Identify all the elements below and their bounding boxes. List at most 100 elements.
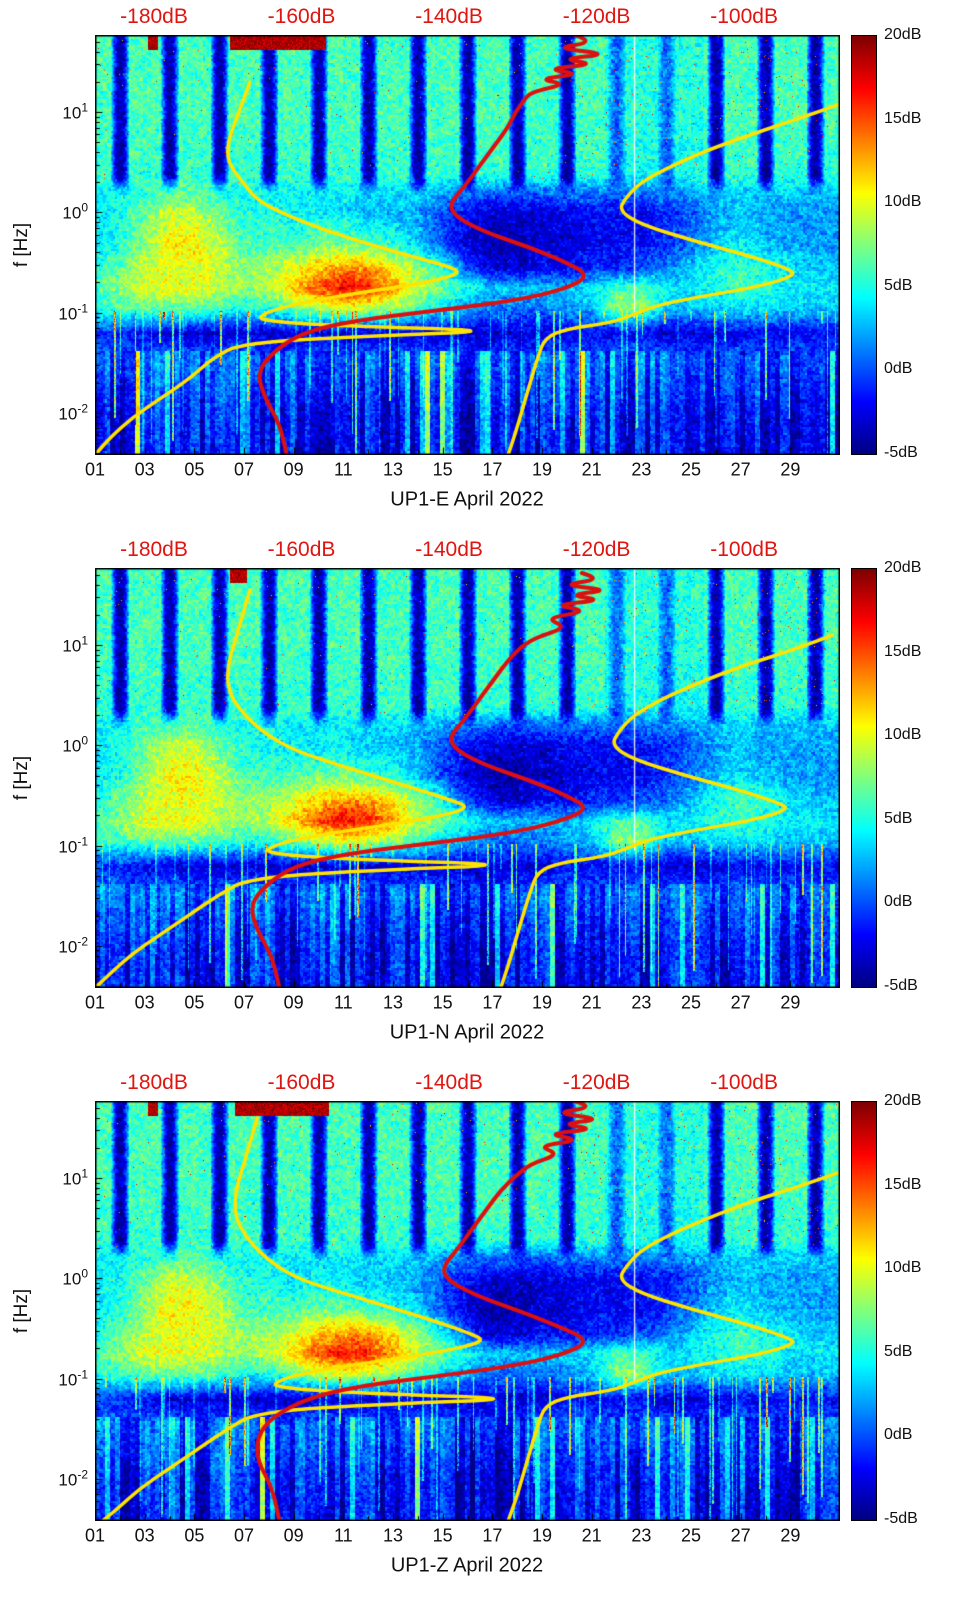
colorbar-tick-label: 0dB xyxy=(884,1426,913,1444)
x-tick-label: 13 xyxy=(382,1525,404,1546)
colorbar-tick-label: 10dB xyxy=(884,1259,922,1277)
x-tick-label: 29 xyxy=(780,992,801,1013)
x-tick-label: 05 xyxy=(184,992,205,1013)
x-tick-label: 09 xyxy=(283,459,304,480)
x-tick-label: 07 xyxy=(233,1525,255,1546)
top-axis-tick-label: -100dB xyxy=(710,1071,778,1094)
y-axis-label: f [Hz] xyxy=(11,222,32,268)
x-tick-label: 03 xyxy=(134,992,155,1013)
y-axis-label: f [Hz] xyxy=(11,1288,32,1334)
y-tick-label: 101 xyxy=(62,633,88,656)
colorbar-tick-label: 0dB xyxy=(884,893,913,911)
colorbar-tick-label: 15dB xyxy=(884,1175,922,1193)
x-tick-label: 19 xyxy=(531,1525,553,1546)
x-tick-label: 09 xyxy=(283,992,304,1013)
x-tick-label: 27 xyxy=(730,459,751,480)
y-axis-label: f [Hz] xyxy=(11,755,32,801)
colorbar-tick-label: 20dB xyxy=(884,559,922,576)
y-tick-label: 100 xyxy=(62,201,88,223)
spectrogram-panel-up1n: -180dB -160dB -140dB -120dB -100dB f [Hz] 10… xyxy=(0,533,962,1066)
top-axis-tick-label: -120dB xyxy=(562,1071,631,1094)
colorbar-tick-label: 5dB xyxy=(884,809,913,827)
x-tick-label: 25 xyxy=(680,1525,702,1546)
colorbar-tick-label: 0dB xyxy=(884,360,913,378)
x-tick-label: 13 xyxy=(382,992,404,1013)
x-tick-label: 01 xyxy=(84,1525,106,1546)
x-tick-label: 17 xyxy=(482,459,503,480)
colorbar-canvas xyxy=(851,35,877,455)
panel-title: UP1-E April 2022 xyxy=(390,488,544,511)
x-tick-label: 29 xyxy=(780,459,801,480)
x-tick-label: 05 xyxy=(184,459,205,480)
top-axis-tick-label: -180dB xyxy=(120,5,188,28)
top-axis-tick-label: -160dB xyxy=(267,538,336,561)
x-tick-label: 17 xyxy=(482,1525,503,1546)
x-tick-label: 13 xyxy=(382,459,404,480)
colorbar-tick-label: 10dB xyxy=(884,726,922,744)
colorbar-tick-label: -5dB xyxy=(884,1510,918,1527)
top-axis-tick-label: -120dB xyxy=(562,5,631,28)
x-tick-label: 07 xyxy=(233,992,255,1013)
x-tick-label: 09 xyxy=(283,1525,304,1546)
colorbar-tick-label: 5dB xyxy=(884,276,913,294)
x-tick-label: 19 xyxy=(531,459,553,480)
x-tick-label: 29 xyxy=(780,1525,801,1546)
spectrogram-heatmap-canvas xyxy=(95,568,840,988)
colorbar-canvas xyxy=(851,1101,877,1521)
top-axis-tick-label: -140dB xyxy=(415,538,483,561)
x-tick-label: 03 xyxy=(134,459,155,480)
x-tick-label: 15 xyxy=(432,1525,453,1546)
top-axis-tick-label: -180dB xyxy=(120,1071,188,1094)
x-tick-label: 01 xyxy=(84,992,106,1013)
top-axis-tick-label: -160dB xyxy=(267,1071,336,1094)
top-axis-tick-label: -100dB xyxy=(710,538,778,561)
top-axis-tick-label: -180dB xyxy=(120,538,188,561)
x-tick-label: 23 xyxy=(631,992,652,1013)
colorbar-tick-label: 15dB xyxy=(884,642,922,660)
colorbar-tick-label: 15dB xyxy=(884,109,922,127)
panel-title: UP1-N April 2022 xyxy=(389,1021,545,1044)
x-tick-label: 17 xyxy=(482,992,503,1013)
y-tick-label: 10-2 xyxy=(58,934,88,957)
x-tick-label: 25 xyxy=(680,459,702,480)
x-tick-label: 21 xyxy=(581,459,602,480)
spectrogram-panel-up1z: -180dB -160dB -140dB -120dB -100dB f [Hz] 10… xyxy=(0,1066,962,1599)
y-tick-label: 101 xyxy=(62,1166,88,1189)
x-tick-label: 21 xyxy=(581,1525,602,1546)
spectrogram-panel-up1e: -180dB -160dB -140dB -120dB -100dB f [Hz] 10… xyxy=(0,0,962,533)
top-axis-tick-label: -160dB xyxy=(267,5,336,28)
colorbar-canvas xyxy=(851,568,877,988)
x-tick-label: 07 xyxy=(233,459,255,480)
top-axis-tick-label: -140dB xyxy=(415,1071,483,1094)
x-tick-label: 03 xyxy=(134,1525,155,1546)
spectrogram-heatmap-canvas xyxy=(95,35,840,455)
x-tick-label: 11 xyxy=(333,459,353,480)
x-tick-label: 23 xyxy=(631,459,652,480)
x-tick-label: 27 xyxy=(730,1525,751,1546)
x-tick-label: 25 xyxy=(680,992,702,1013)
spectrogram-heatmap-canvas xyxy=(95,1101,840,1521)
y-tick-label: 100 xyxy=(62,1267,88,1289)
top-axis-tick-label: -140dB xyxy=(415,5,483,28)
x-tick-label: 23 xyxy=(631,1525,652,1546)
x-tick-label: 19 xyxy=(531,992,553,1013)
y-tick-label: 10-1 xyxy=(58,834,88,856)
y-tick-label: 100 xyxy=(62,734,88,756)
colorbar-tick-label: 10dB xyxy=(884,193,922,211)
colorbar-tick-label: 20dB xyxy=(884,26,922,43)
top-axis-tick-label: -100dB xyxy=(710,5,778,28)
x-tick-label: 11 xyxy=(333,1525,353,1546)
colorbar-tick-label: 20dB xyxy=(884,1092,922,1109)
x-tick-label: 15 xyxy=(432,992,453,1013)
y-tick-label: 10-2 xyxy=(58,1467,88,1490)
x-tick-label: 27 xyxy=(730,992,751,1013)
y-tick-label: 101 xyxy=(62,100,88,123)
colorbar-tick-label: -5dB xyxy=(884,444,918,461)
colorbar-tick-label: -5dB xyxy=(884,977,918,994)
y-tick-label: 10-1 xyxy=(58,301,88,323)
y-tick-label: 10-2 xyxy=(58,401,88,424)
x-tick-label: 05 xyxy=(184,1525,205,1546)
x-tick-label: 21 xyxy=(581,992,602,1013)
top-axis-tick-label: -120dB xyxy=(562,538,631,561)
